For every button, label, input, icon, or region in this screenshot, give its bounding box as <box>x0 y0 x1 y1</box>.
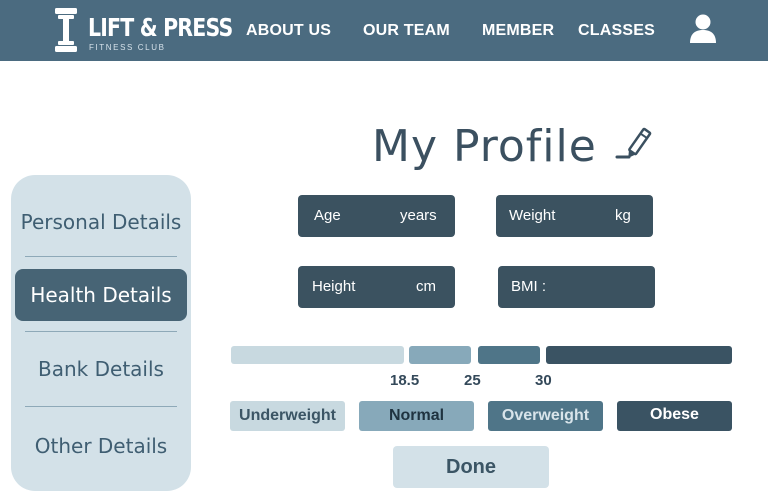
bmi-category-overweight: Overweight <box>488 401 603 431</box>
brand-logo[interactable]: LIFT & PRESS FITNESS CLUB <box>52 6 233 56</box>
bmi-category-obese: Obese <box>617 401 732 431</box>
top-navigation-bar: LIFT & PRESS FITNESS CLUB ABOUT US OUR T… <box>0 0 768 61</box>
page-title: My Profile <box>372 121 597 172</box>
bmi-label: BMI : <box>511 278 547 295</box>
nav-member[interactable]: MEMBER <box>482 22 555 39</box>
bmi-bar-overweight <box>478 346 540 364</box>
sidebar-item-label: Health Details <box>30 283 172 307</box>
bmi-tick-label: 18.5 <box>390 372 420 389</box>
height-field[interactable]: Height cm <box>298 266 455 308</box>
sidebar-divider <box>25 406 177 407</box>
bmi-bar-underweight <box>231 346 404 364</box>
dumbbell-icon <box>55 8 77 52</box>
age-unit: years <box>400 207 437 224</box>
weight-field[interactable]: Weight kg <box>496 195 653 237</box>
bmi-tick-label: 30 <box>535 372 552 389</box>
bmi-category-underweight: Underweight <box>230 401 345 431</box>
sidebar-divider <box>25 331 177 332</box>
brand-name: LIFT & PRESS <box>88 13 233 42</box>
sidebar-item-bank-details[interactable]: Bank Details <box>38 357 164 381</box>
age-field[interactable]: Age years <box>298 195 455 237</box>
bmi-field: BMI : <box>498 266 655 308</box>
pencil-icon[interactable] <box>612 126 654 164</box>
bmi-tick-label: 25 <box>464 372 481 389</box>
profile-sidebar: Personal Details Health Details Bank Det… <box>11 175 191 491</box>
sidebar-item-other-details[interactable]: Other Details <box>34 434 168 458</box>
bmi-bar-obese <box>546 346 732 364</box>
height-unit: cm <box>416 278 436 295</box>
user-icon[interactable] <box>688 13 718 44</box>
nav-about-us[interactable]: ABOUT US <box>246 22 332 39</box>
nav-our-team[interactable]: OUR TEAM <box>363 22 450 39</box>
sidebar-item-health-details[interactable]: Health Details <box>15 269 187 321</box>
age-label: Age <box>314 207 341 224</box>
weight-unit: kg <box>615 207 631 224</box>
brand-tagline: FITNESS CLUB <box>89 43 166 52</box>
weight-label: Weight <box>509 207 556 224</box>
nav-classes[interactable]: CLASSES <box>578 22 655 39</box>
bmi-category-normal: Normal <box>359 401 474 431</box>
sidebar-divider <box>25 256 177 257</box>
height-label: Height <box>312 278 356 295</box>
done-button[interactable]: Done <box>393 446 549 488</box>
bmi-bar-normal <box>409 346 471 364</box>
sidebar-item-personal-details[interactable]: Personal Details <box>20 210 182 234</box>
